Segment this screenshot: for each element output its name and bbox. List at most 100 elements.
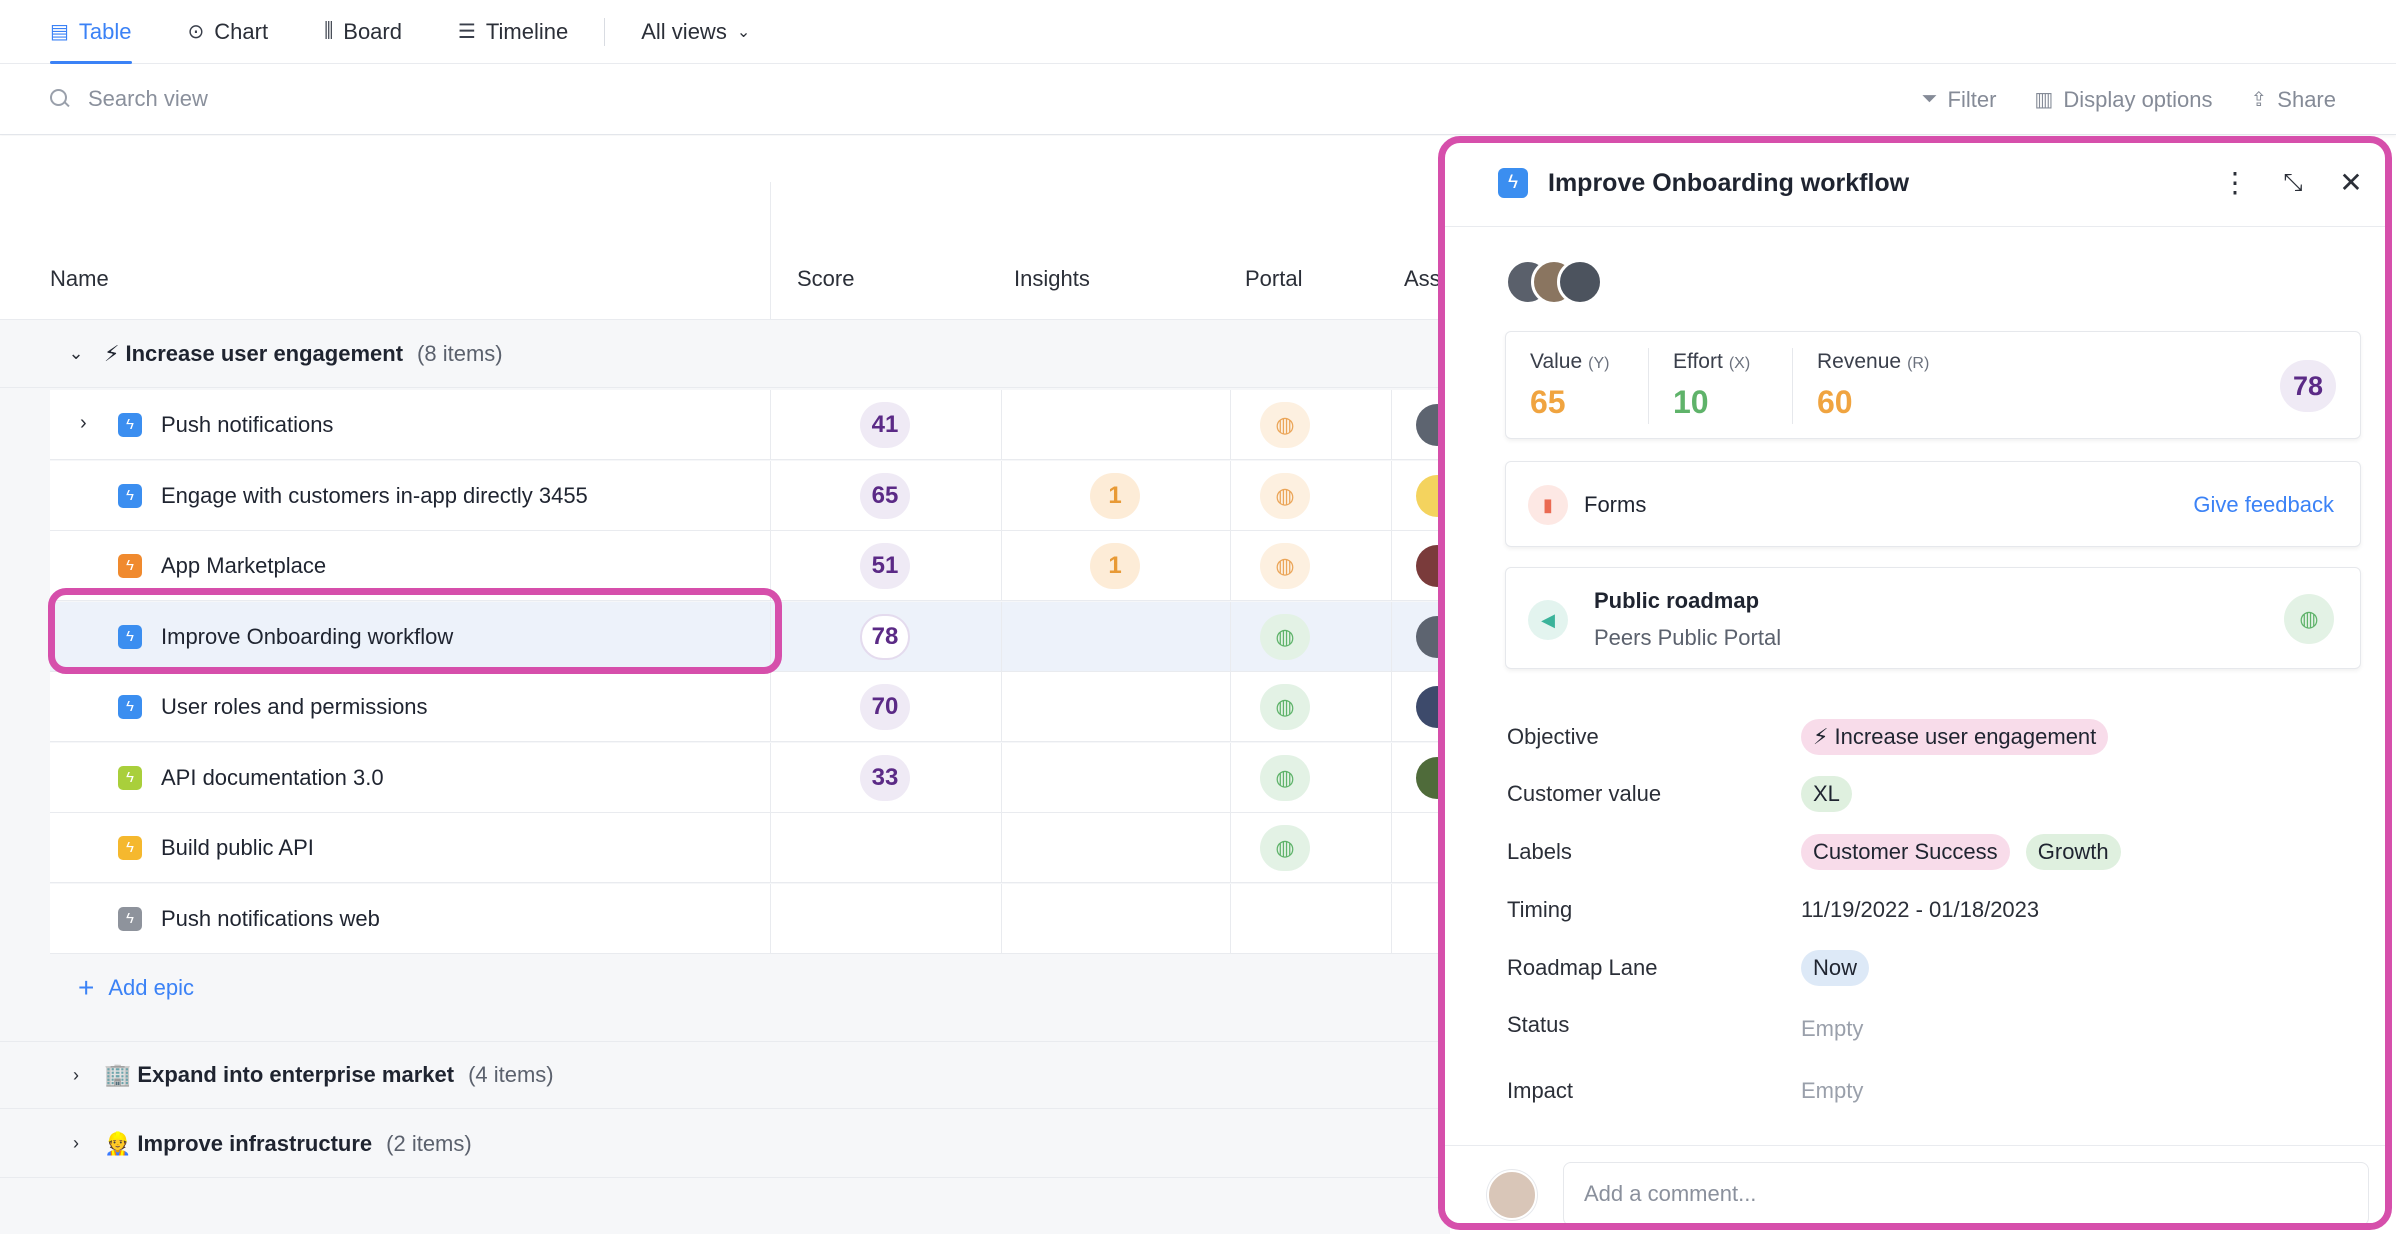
- comment-input[interactable]: [1563, 1162, 2369, 1223]
- timing-value[interactable]: 11/19/2022 - 01/18/2023: [1801, 897, 2040, 922]
- tab-chart[interactable]: ⊙ Chart: [188, 0, 269, 64]
- group-row[interactable]: › 🏢 Expand into enterprise market (4 ite…: [0, 1041, 1450, 1109]
- collapse-icon[interactable]: ⤡: [2283, 169, 2303, 196]
- chevron-right-icon[interactable]: ›: [80, 412, 87, 434]
- table-row[interactable]: ϟ Build public API ◍: [50, 813, 1450, 883]
- divider: [1391, 460, 1392, 531]
- customer-value[interactable]: XL: [1801, 776, 1862, 812]
- objective-pill[interactable]: ⚡ Increase user engagement: [1801, 719, 2109, 755]
- divider: [770, 460, 771, 531]
- chevron-down-icon[interactable]: ⌄: [68, 343, 84, 363]
- globe-icon[interactable]: ◍: [1260, 754, 1310, 801]
- chart-icon: ⊙: [187, 21, 205, 43]
- table-row[interactable]: ϟ Improve Onboarding workflow 78 ◍: [50, 601, 1458, 672]
- chevron-right-icon[interactable]: ›: [73, 1133, 79, 1153]
- search-input[interactable]: [88, 86, 488, 112]
- share-button[interactable]: ⇪ Share: [2251, 87, 2336, 113]
- table-row[interactable]: ϟ User roles and permissions 70 ◍: [50, 672, 1458, 742]
- chevron-down-icon: ⌄: [736, 23, 751, 41]
- insights-badge[interactable]: 1: [1090, 472, 1140, 519]
- globe-icon[interactable]: ◍: [2284, 594, 2334, 644]
- customer-value-pill[interactable]: XL: [1801, 776, 1852, 812]
- plus-icon: +: [78, 972, 95, 1003]
- all-views-label: All views: [641, 18, 727, 44]
- table-row[interactable]: › ϟ Push notifications 41 ◍: [50, 390, 1458, 460]
- insights-badge[interactable]: 1: [1090, 543, 1140, 589]
- objective-value[interactable]: ⚡ Increase user engagement: [1801, 719, 2118, 755]
- table-row[interactable]: ϟ Push notifications web: [50, 883, 1450, 954]
- table-row[interactable]: ϟ API documentation 3.0 33 ◍: [50, 742, 1458, 813]
- panel-header: ϟ Improve Onboarding workflow ⋮ ⤡ ✕: [1445, 143, 2385, 227]
- add-epic-button[interactable]: + Add epic: [78, 972, 194, 1004]
- search-icon: [50, 89, 70, 109]
- globe-icon[interactable]: ◍: [1260, 825, 1310, 871]
- epic-name[interactable]: Build public API: [161, 835, 314, 860]
- more-options-icon[interactable]: ⋮: [2221, 167, 2249, 198]
- metric-label: Revenue: [1817, 350, 1902, 373]
- give-feedback-link[interactable]: Give feedback: [2193, 492, 2334, 517]
- column-divider: [770, 182, 771, 320]
- divider: [1001, 813, 1002, 883]
- all-views-dropdown[interactable]: All views ⌄: [641, 0, 750, 64]
- globe-icon[interactable]: ◍: [1260, 613, 1310, 660]
- metric-effort[interactable]: Effort (X) 10: [1673, 350, 1750, 421]
- metric-label: Effort: [1673, 350, 1723, 373]
- group-emoji: 🏢: [104, 1062, 132, 1087]
- roadmap-lane-pill[interactable]: Now: [1801, 950, 1870, 986]
- epic-name[interactable]: Engage with customers in-app directly 34…: [161, 482, 588, 508]
- impact-value[interactable]: Empty: [1801, 1078, 1864, 1103]
- divider: [1391, 390, 1392, 460]
- divider: [1648, 348, 1649, 424]
- filter-label: Filter: [1947, 86, 1997, 112]
- public-roadmap-card[interactable]: ◀ Public roadmap Peers Public Portal ◍: [1505, 567, 2361, 669]
- globe-icon[interactable]: ◍: [1260, 684, 1310, 730]
- roadmap-subtitle: Peers Public Portal: [1594, 625, 1782, 650]
- status-value[interactable]: Empty: [1801, 1016, 1864, 1041]
- globe-icon[interactable]: ◍: [1260, 472, 1310, 519]
- display-options-button[interactable]: ▥ Display options: [2034, 87, 2212, 113]
- metric-label: Value: [1530, 350, 1583, 373]
- epic-name[interactable]: Push notifications web: [161, 905, 380, 931]
- table-row[interactable]: ϟ Engage with customers in-app directly 3…: [50, 460, 1458, 531]
- epic-name[interactable]: Improve Onboarding workflow: [161, 623, 454, 649]
- column-header-assignee[interactable]: Ass: [1404, 266, 1441, 291]
- group-row[interactable]: › 👷 Improve infrastructure (2 items): [0, 1110, 1450, 1178]
- divider: [1230, 742, 1231, 813]
- close-icon[interactable]: ✕: [2339, 167, 2363, 198]
- column-header-insights[interactable]: Insights: [1014, 266, 1090, 291]
- labels-value[interactable]: Customer Success Growth: [1801, 834, 2131, 870]
- tab-board[interactable]: ⫼ Board: [324, 0, 402, 64]
- divider: [1230, 672, 1231, 742]
- display-options-label: Display options: [2063, 86, 2213, 112]
- epic-name[interactable]: Push notifications: [161, 412, 334, 437]
- timeline-icon: ☰: [457, 21, 476, 43]
- group-row[interactable]: ⌄ ⚡ Increase user engagement (8 items): [0, 320, 1450, 388]
- chevron-right-icon[interactable]: ›: [73, 1064, 79, 1085]
- globe-icon[interactable]: ◍: [1260, 543, 1310, 589]
- roadmap-lane-value[interactable]: Now: [1801, 950, 1879, 986]
- tab-table[interactable]: ▤ Table: [50, 0, 132, 64]
- column-header-score[interactable]: Score: [797, 266, 855, 291]
- epic-name[interactable]: API documentation 3.0: [161, 764, 384, 790]
- epic-name[interactable]: App Marketplace: [161, 553, 327, 578]
- tab-timeline[interactable]: ☰ Timeline: [458, 0, 568, 64]
- label-pill[interactable]: Customer Success: [1801, 834, 2010, 870]
- lightning-icon: ϟ: [118, 554, 142, 578]
- metric-value[interactable]: Value (Y) 65: [1530, 350, 1609, 421]
- metric-key: (Y): [1588, 355, 1610, 372]
- column-header-name[interactable]: Name: [50, 266, 109, 291]
- divider: [1391, 742, 1392, 813]
- column-header-portal[interactable]: Portal: [1245, 266, 1303, 291]
- metric-revenue[interactable]: Revenue (R) 60: [1817, 350, 1929, 421]
- score-badge: 70: [860, 684, 910, 730]
- divider: [1230, 390, 1231, 460]
- selection-highlight: [48, 588, 782, 674]
- divider: [770, 390, 771, 460]
- filter-button[interactable]: ⏷ Filter: [1922, 87, 1997, 113]
- panel-title[interactable]: Improve Onboarding workflow: [1548, 169, 1910, 197]
- globe-icon[interactable]: ◍: [1260, 402, 1310, 448]
- view-tabs: ▤ Table ⊙ Chart ⫼ Board ☰ Timeline All v…: [0, 0, 2396, 64]
- avatar[interactable]: [1557, 259, 1603, 305]
- epic-name[interactable]: User roles and permissions: [161, 694, 428, 719]
- label-pill[interactable]: Growth: [2025, 834, 2121, 870]
